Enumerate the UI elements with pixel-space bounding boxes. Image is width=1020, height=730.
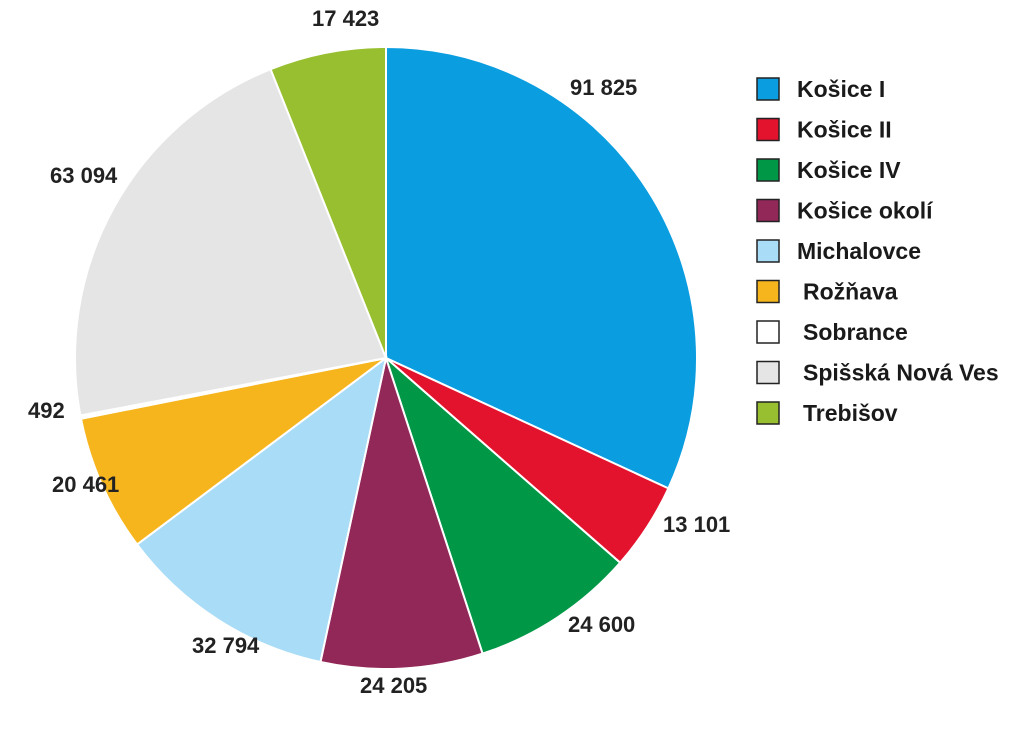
legend-label-kosice-ii: Košice II bbox=[797, 117, 892, 143]
legend-swatch-kosice-okoli bbox=[756, 198, 780, 223]
data-label-spisska-nova-ves: 63 094 bbox=[50, 163, 118, 188]
data-label-kosice-i: 91 825 bbox=[570, 75, 637, 100]
data-label-sobrance: 492 bbox=[28, 398, 65, 423]
data-label-trebisov: 17 423 bbox=[312, 6, 379, 31]
legend-swatch-michalovce bbox=[756, 239, 780, 263]
pie-slice-kosice-i bbox=[385, 45, 698, 490]
legend-swatch-kosice-i bbox=[756, 77, 780, 101]
legend-label-kosice-i: Košice I bbox=[797, 76, 885, 102]
legend-label-kosice-iv: Košice IV bbox=[797, 157, 901, 183]
pie-slice-roznava bbox=[79, 357, 387, 546]
pie-slice-kosice-iv bbox=[383, 354, 622, 655]
legend-label-roznava: Rožňava bbox=[803, 279, 898, 305]
legend-label-kosice-okoli: Košice okolí bbox=[797, 198, 934, 224]
pie-slice-kosice-okoli bbox=[319, 354, 484, 670]
legend-label-sobrance: Sobrance bbox=[803, 319, 908, 345]
data-label-kosice-iv: 24 600 bbox=[568, 612, 635, 637]
legend-swatch-roznava bbox=[756, 279, 780, 304]
legend-label-spisska-nova-ves: Spišská Nová Ves bbox=[803, 360, 999, 386]
legend-swatch-trebisov bbox=[756, 401, 780, 425]
data-label-michalovce: 32 794 bbox=[192, 633, 260, 658]
data-label-kosice-okoli: 24 205 bbox=[360, 673, 427, 698]
pie-slices bbox=[74, 45, 698, 670]
legend-swatch-kosice-iv bbox=[756, 158, 780, 182]
data-label-roznava: 20 461 bbox=[52, 472, 119, 497]
pie-slice-trebisov bbox=[269, 45, 387, 359]
legend: Košice I Košice II Košice IV Košice okolí Mi… bbox=[756, 76, 999, 426]
legend-swatch-sobrance bbox=[756, 320, 780, 344]
pie-slice-spisska-nova-ves bbox=[74, 67, 388, 417]
legend-swatch-kosice-ii bbox=[756, 117, 780, 142]
legend-label-michalovce: Michalovce bbox=[797, 238, 921, 264]
data-label-kosice-ii: 13 101 bbox=[663, 512, 730, 537]
pie-slice-michalovce bbox=[135, 355, 388, 664]
legend-label-trebisov: Trebišov bbox=[803, 400, 898, 426]
legend-swatch-spisska-nova-ves bbox=[756, 360, 780, 385]
data-labels: 91 825 13 101 24 600 24 205 32 794 20 461 492 6… bbox=[28, 6, 730, 698]
